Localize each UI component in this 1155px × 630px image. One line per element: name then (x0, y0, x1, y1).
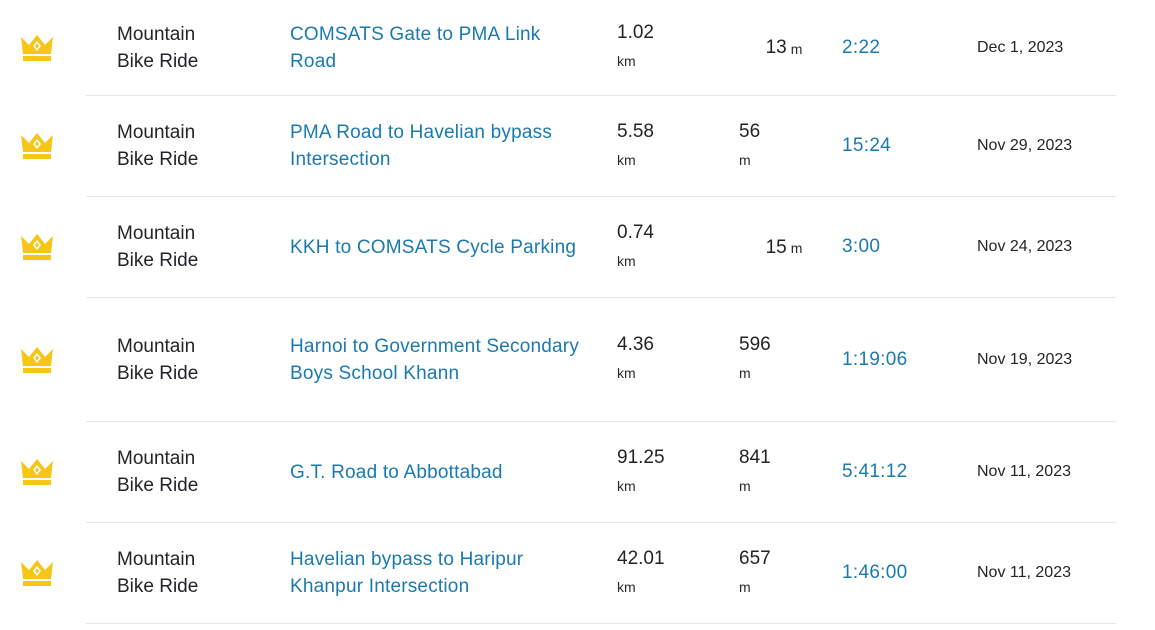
table-row: Mountain Bike Ride Havelian bypass to Ha… (0, 523, 1155, 623)
segment-name-link[interactable]: PMA Road to Havelian bypass Intersection (290, 122, 553, 170)
distance: 0.74 km (617, 197, 717, 297)
row-divider (86, 522, 1116, 523)
time-link[interactable]: 1:19:06 (842, 348, 908, 370)
elevation-value: 15 (765, 236, 787, 258)
date: Nov 19, 2023 (977, 350, 1073, 368)
table-row: Mountain Bike Ride Harnoi to Government … (0, 298, 1155, 421)
distance-value: 0.74 (617, 221, 654, 243)
time-link[interactable]: 15:24 (842, 135, 892, 156)
distance: 5.58 km (617, 96, 717, 196)
row-divider (86, 196, 1116, 197)
sport-type: Mountain Bike Ride (117, 122, 199, 170)
elevation-value: 56 (739, 120, 761, 142)
crown-icon (20, 232, 54, 262)
distance: 42.01 km (617, 523, 717, 623)
crown-icon (20, 457, 54, 487)
elevation: 13 m (739, 0, 829, 95)
elevation: 56 m (739, 96, 829, 196)
segment-name-link[interactable]: Havelian bypass to Haripur Khanpur Inter… (290, 549, 524, 597)
elevation-unit: m (739, 578, 751, 595)
crown-icon (20, 131, 54, 161)
table-row: Mountain Bike Ride COMSATS Gate to PMA L… (0, 0, 1155, 95)
elevation-value: 596 (739, 334, 771, 355)
segment-name-link[interactable]: G.T. Road to Abbottabad (290, 461, 503, 483)
table-row: Mountain Bike Ride G.T. Road to Abbottab… (0, 422, 1155, 522)
crown-icon (20, 345, 54, 375)
segment-name-link[interactable]: COMSATS Gate to PMA Link Road (290, 23, 541, 72)
elevation-unit: m (790, 40, 803, 57)
crown-icon (20, 33, 54, 63)
segment-name-link[interactable]: Harnoi to Government Secondary Boys Scho… (290, 335, 580, 384)
elevation: 15 m (739, 197, 829, 297)
crown-cell (20, 523, 56, 623)
sport-type: Mountain Bike Ride (117, 335, 199, 384)
date: Nov 29, 2023 (977, 137, 1073, 154)
sport-type: Mountain Bike Ride (117, 549, 199, 597)
distance: 91.25 km (617, 422, 717, 522)
elevation-unit: m (739, 151, 751, 168)
crown-cell (20, 96, 56, 196)
distance-value: 5.58 (617, 120, 654, 142)
distance-unit: km (617, 365, 636, 381)
crown-icon (20, 558, 54, 588)
distance-unit: km (617, 252, 636, 269)
sport-type: Mountain Bike Ride (117, 448, 199, 496)
time-link[interactable]: 3:00 (842, 236, 881, 257)
time-link[interactable]: 5:41:12 (842, 461, 908, 482)
segment-name-link[interactable]: KKH to COMSATS Cycle Parking (290, 236, 577, 258)
crown-cell (20, 197, 56, 297)
row-divider (86, 623, 1116, 624)
sport-type: Mountain Bike Ride (117, 223, 199, 271)
distance-unit: km (617, 151, 636, 168)
distance: 1.02 km (617, 0, 717, 95)
date: Dec 1, 2023 (977, 38, 1064, 56)
elevation-value: 13 (765, 37, 787, 58)
row-divider (86, 297, 1116, 298)
elevation: 596 m (739, 298, 829, 421)
elevation-value: 841 (739, 446, 771, 468)
distance-value: 42.01 (617, 547, 665, 569)
crown-cell (20, 0, 56, 95)
elevation-unit: m (739, 365, 751, 381)
row-divider (86, 95, 1116, 96)
date: Nov 11, 2023 (977, 564, 1071, 581)
date: Nov 24, 2023 (977, 238, 1073, 255)
time-link[interactable]: 2:22 (842, 36, 881, 58)
distance-value: 4.36 (617, 334, 654, 355)
elevation-unit: m (790, 240, 803, 256)
table-row: Mountain Bike Ride PMA Road to Havelian … (0, 96, 1155, 196)
time-link[interactable]: 1:46:00 (842, 562, 908, 583)
crown-cell (20, 422, 56, 522)
elevation: 657 m (739, 523, 829, 623)
distance-unit: km (617, 477, 636, 494)
distance-unit: km (617, 578, 636, 595)
distance-value: 1.02 (617, 22, 654, 43)
sport-type: Mountain Bike Ride (117, 23, 199, 72)
distance-value: 91.25 (617, 446, 665, 468)
table-row: Mountain Bike Ride KKH to COMSATS Cycle … (0, 197, 1155, 297)
elevation-unit: m (739, 477, 751, 494)
elevation-value: 657 (739, 547, 771, 569)
distance-unit: km (617, 53, 636, 69)
distance: 4.36 km (617, 298, 717, 421)
date: Nov 11, 2023 (977, 463, 1071, 480)
row-divider (86, 421, 1116, 422)
crown-cell (20, 298, 56, 421)
elevation: 841 m (739, 422, 829, 522)
